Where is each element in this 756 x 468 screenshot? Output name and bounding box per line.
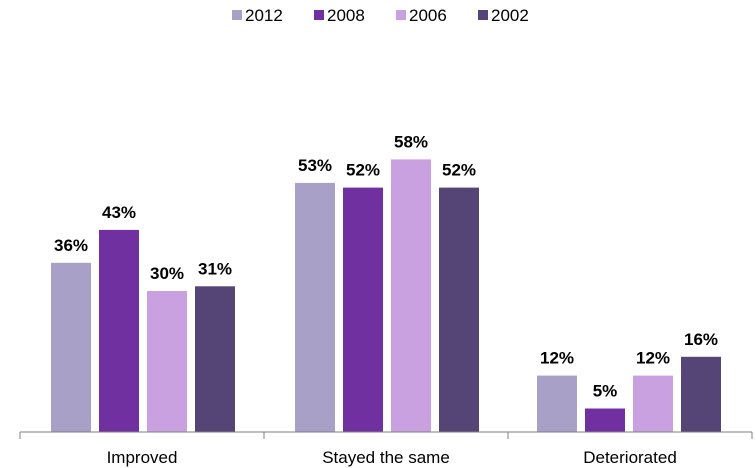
bar-2008-2 [585,408,625,432]
x-axis: Improved Stayed the same Deteriorated [19,431,753,467]
legend-label-2012: 2012 [245,6,283,25]
bar-2012-2 [537,375,577,432]
bar-2012-1 [295,182,335,432]
bar-2002-0 [195,286,235,432]
legend-label-2008: 2008 [327,6,365,25]
data-label-2012-0: 36% [54,236,88,255]
legend-swatch-2012 [232,10,242,20]
bar-2002-1 [439,187,479,432]
data-label-2008-0: 43% [102,203,136,222]
data-labels: 36% 43% 30% 31% 53% 52% 58% 52% 12% 5% 12% 16% [54,132,718,400]
data-label-2012-1: 53% [298,156,332,175]
bars [51,159,721,432]
legend-swatch-2008 [314,10,324,20]
bar-2006-1 [391,159,431,432]
category-label-1: Stayed the same [322,448,450,467]
data-label-2002-0: 31% [198,259,232,278]
legend-label-2002: 2002 [491,6,529,25]
bar-2006-0 [147,291,187,432]
bar-2002-2 [681,356,721,432]
data-label-2006-2: 12% [636,349,670,368]
data-label-2002-1: 52% [442,161,476,180]
legend-label-2006: 2006 [409,6,447,25]
data-label-2008-1: 52% [346,161,380,180]
bar-2012-0 [51,262,91,432]
category-label-2: Deteriorated [583,448,677,467]
bar-2008-0 [99,229,139,432]
bar-2006-2 [633,375,673,432]
bar-2008-1 [343,187,383,432]
legend: 2012 2008 2006 2002 [232,6,529,25]
legend-swatch-2006 [396,10,406,20]
data-label-2002-2: 16% [684,330,718,349]
category-label-0: Improved [107,448,178,467]
data-label-2006-0: 30% [150,264,184,283]
data-label-2012-2: 12% [540,349,574,368]
data-label-2006-1: 58% [394,132,428,151]
data-label-2008-2: 5% [593,382,618,401]
legend-swatch-2002 [478,10,488,20]
